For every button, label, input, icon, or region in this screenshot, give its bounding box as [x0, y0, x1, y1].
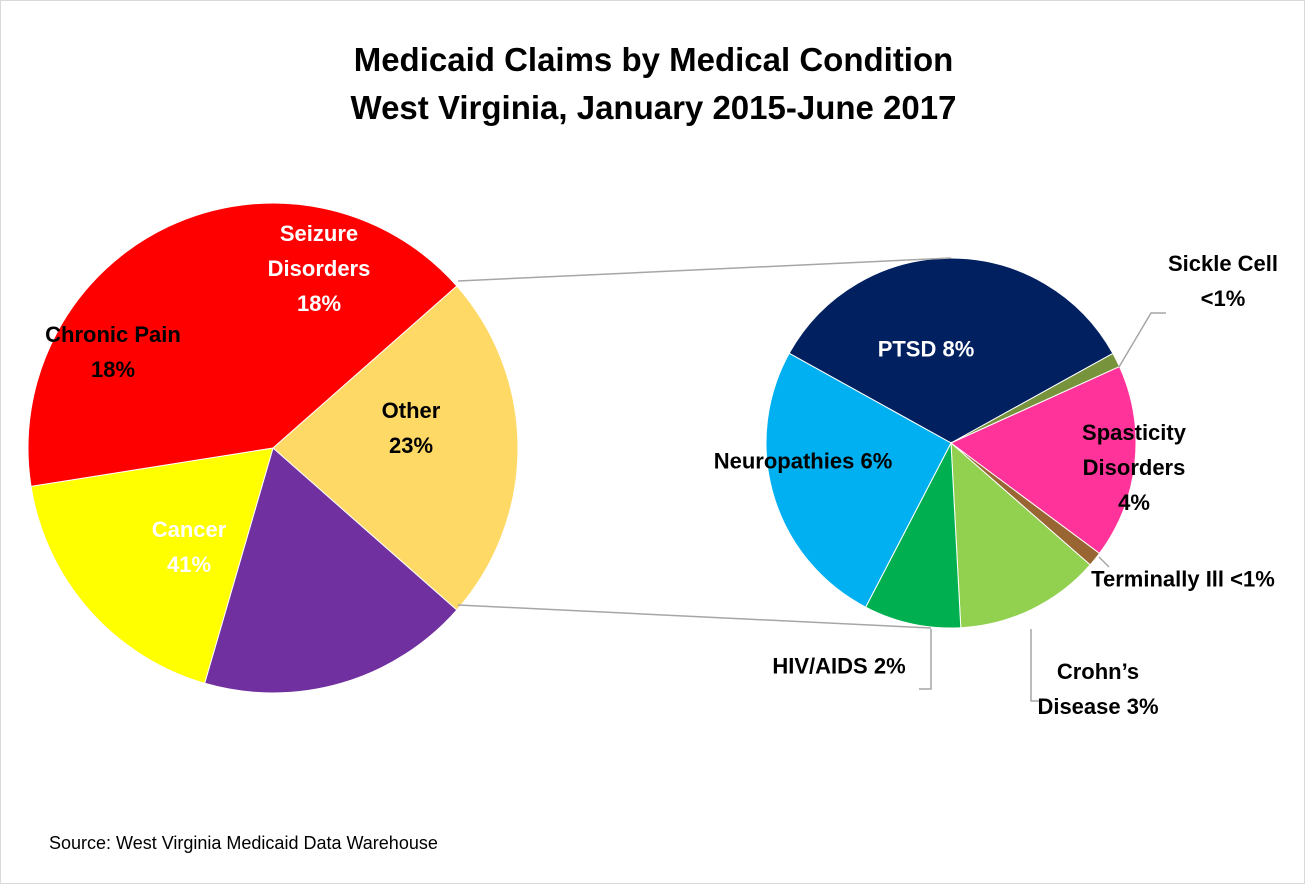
pie-slice [27, 202, 458, 487]
slice-name: Sickle Cell [1167, 250, 1279, 276]
slice-label: Neuropathies 6% [673, 443, 933, 478]
slice-label: Sickle Cell <1% [1158, 246, 1288, 316]
slice-name: Spasticity Disorders [1082, 420, 1186, 481]
slice-name: Terminally Ill [1091, 566, 1225, 592]
pie-slice [950, 365, 1137, 555]
leader-line [1098, 556, 1110, 568]
slice-label: PTSD 8% [826, 331, 1026, 366]
slice-name: HIV/AIDS [772, 653, 868, 679]
leader-line [919, 629, 932, 690]
pie-slice [30, 447, 274, 684]
slice-value-label: 23% [388, 433, 434, 458]
slice-label: Spasticity Disorders 4% [1064, 415, 1204, 521]
source-note: Source: West Virginia Medicaid Data Ware… [49, 833, 438, 853]
slice-value-label: 6% [860, 448, 893, 474]
slice-value-label: 18% [90, 357, 136, 382]
slice-label: Terminally Ill <1% [1053, 561, 1305, 596]
slice-label: Other 23% [351, 393, 471, 463]
pie-slice [204, 447, 458, 694]
connector-line [457, 257, 952, 282]
leader-line [1118, 312, 1166, 368]
pie-slice [788, 257, 1114, 444]
slice-label: HIV/AIDS 2% [739, 648, 939, 683]
connector-line [457, 604, 932, 629]
slice-name: Other [381, 397, 441, 423]
slice-label: Cancer 41% [129, 512, 249, 582]
slice-name: PTSD [877, 336, 937, 362]
slice-value-label: 3% [1126, 694, 1159, 719]
slice-value-label: 41% [166, 552, 212, 577]
slice-value-label: <1% [1200, 286, 1246, 311]
chart-subtitle: West Virginia, January 2015-June 2017 [350, 89, 957, 126]
slice-label: Crohn’s Disease 3% [1032, 654, 1164, 724]
leader-line [1030, 629, 1041, 702]
slice-value-label: 2% [873, 653, 906, 679]
slice-label: Chronic Pain 18% [18, 317, 208, 387]
slice-name: Cancer [151, 516, 227, 542]
slice-name: Crohn’s Disease [1037, 658, 1140, 719]
pie-slice [950, 441, 1091, 629]
slice-value-label: 4% [1118, 490, 1150, 516]
pie-slice [272, 285, 519, 611]
pie-slice [765, 352, 952, 608]
slice-value-label: 18% [296, 291, 342, 317]
slice-name: Chronic Pain [45, 321, 181, 347]
slice-value-label: 8% [942, 336, 975, 362]
slice-label: Seizure Disorders 18% [259, 216, 379, 322]
slice-value-label: <1% [1230, 566, 1275, 592]
slice-name: Neuropathies [713, 448, 855, 474]
slice-name: Seizure Disorders [267, 221, 371, 282]
chart-title: Medicaid Claims by Medical Condition [353, 41, 954, 78]
pie-slice [864, 441, 962, 629]
